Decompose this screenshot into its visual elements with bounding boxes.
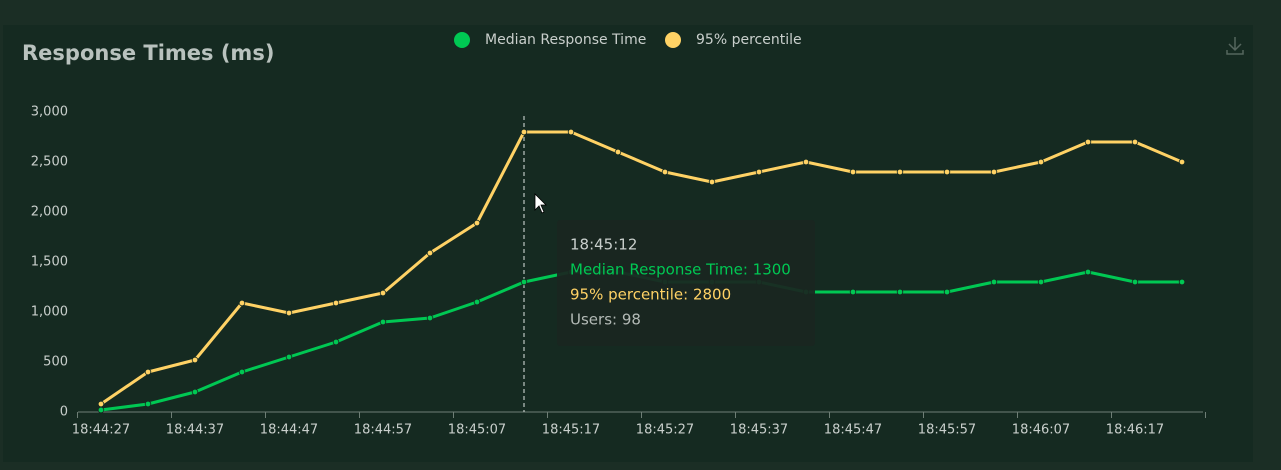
download-icon[interactable] bbox=[1226, 37, 1244, 55]
x-tick-label: 18:45:57 bbox=[918, 423, 976, 438]
point bbox=[332, 299, 340, 307]
x-tick-label: 18:45:17 bbox=[542, 423, 600, 438]
x-tick-label: 18:45:47 bbox=[824, 423, 882, 438]
point bbox=[191, 388, 199, 396]
point bbox=[379, 318, 387, 326]
point bbox=[661, 168, 669, 176]
x-tick-label: 18:45:27 bbox=[636, 423, 694, 438]
point bbox=[473, 219, 481, 227]
y-tick-label: 2,500 bbox=[31, 155, 68, 170]
chart-title: Response Times (ms) bbox=[22, 41, 274, 65]
cursor bbox=[534, 193, 547, 214]
point bbox=[1131, 138, 1139, 146]
tooltip-line: Median Response Time: 1300 bbox=[570, 261, 791, 279]
point bbox=[943, 168, 951, 176]
point bbox=[802, 158, 810, 166]
series-line bbox=[100, 130, 1183, 406]
point bbox=[567, 128, 575, 136]
x-tick-label: 18:44:57 bbox=[354, 423, 412, 438]
point bbox=[1084, 268, 1092, 276]
point bbox=[426, 314, 434, 322]
tooltip-line: 95% percentile: 2800 bbox=[570, 286, 731, 304]
y-tick-label: 0 bbox=[60, 405, 68, 420]
x-tick-label: 18:45:37 bbox=[730, 423, 788, 438]
point bbox=[1178, 158, 1186, 166]
point bbox=[1037, 278, 1045, 286]
x-tick-label: 18:46:17 bbox=[1106, 423, 1164, 438]
y-tick-label: 1,500 bbox=[31, 255, 68, 270]
legend-marker bbox=[665, 32, 681, 48]
y-tick-label: 1,000 bbox=[31, 305, 68, 320]
x-tick-label: 18:44:47 bbox=[260, 423, 318, 438]
y-tick-label: 3,000 bbox=[31, 105, 68, 120]
point bbox=[614, 148, 622, 156]
point bbox=[755, 168, 763, 176]
point bbox=[1178, 278, 1186, 286]
point bbox=[285, 353, 293, 361]
point bbox=[896, 168, 904, 176]
legend-marker bbox=[454, 32, 470, 48]
point bbox=[285, 309, 293, 317]
point bbox=[849, 288, 857, 296]
point bbox=[849, 168, 857, 176]
point bbox=[520, 128, 528, 136]
point bbox=[332, 338, 340, 346]
point bbox=[97, 400, 105, 408]
point bbox=[1131, 278, 1139, 286]
point bbox=[97, 406, 105, 414]
legend-label[interactable]: Median Response Time bbox=[485, 32, 646, 48]
y-tick-label: 500 bbox=[43, 355, 68, 370]
x-tick-label: 18:44:37 bbox=[166, 423, 224, 438]
point bbox=[520, 278, 528, 286]
x-tick-label: 18:45:07 bbox=[448, 423, 506, 438]
point bbox=[144, 368, 152, 376]
point bbox=[896, 288, 904, 296]
point bbox=[238, 368, 246, 376]
point bbox=[191, 356, 199, 364]
point bbox=[990, 168, 998, 176]
tooltip-box bbox=[557, 220, 815, 346]
point bbox=[473, 298, 481, 306]
point bbox=[379, 289, 387, 297]
legend-label[interactable]: 95% percentile bbox=[696, 32, 802, 48]
y-tick-label: 2,000 bbox=[31, 205, 68, 220]
point bbox=[943, 288, 951, 296]
tooltip-title: 18:45:12 bbox=[570, 236, 637, 254]
point bbox=[238, 299, 246, 307]
point bbox=[990, 278, 998, 286]
point bbox=[1084, 138, 1092, 146]
point bbox=[708, 178, 716, 186]
x-tick-label: 18:46:07 bbox=[1012, 423, 1070, 438]
point bbox=[144, 400, 152, 408]
x-tick-label: 18:44:27 bbox=[72, 423, 130, 438]
tooltip-line: Users: 98 bbox=[570, 311, 641, 329]
point bbox=[426, 249, 434, 257]
point bbox=[1037, 158, 1045, 166]
